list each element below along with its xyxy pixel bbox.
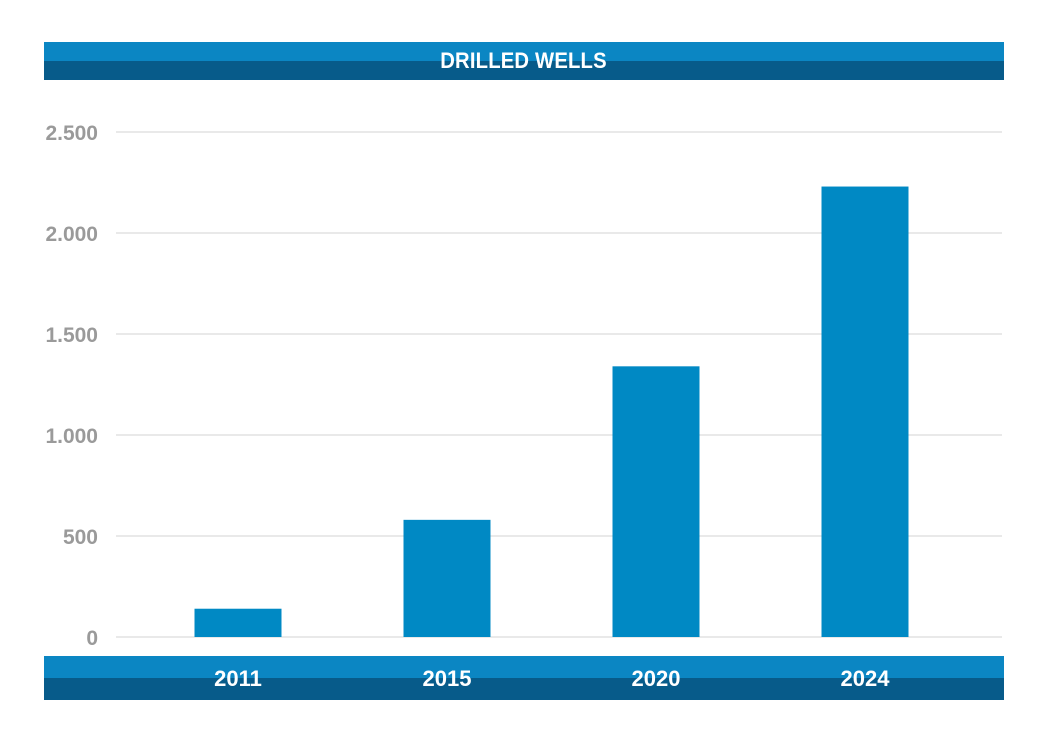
y-tick-label: 2.500 — [45, 122, 98, 145]
chart-title: DRILLED WELLS — [440, 48, 608, 73]
y-axis-ticks: 0 500 1.000 1.500 2.000 2.500 — [45, 122, 98, 650]
y-tick-label: 2.000 — [45, 223, 98, 246]
y-tick-label: 500 — [63, 526, 98, 549]
bars — [194, 186, 909, 638]
bar-2024 — [821, 186, 909, 638]
y-tick-label: 1.500 — [45, 324, 98, 347]
x-tick-label: 2020 — [632, 666, 681, 691]
x-tick-label: 2024 — [841, 666, 891, 691]
x-tick-label: 2015 — [423, 666, 472, 691]
y-tick-label: 1.000 — [45, 425, 98, 448]
bar-2020 — [612, 366, 700, 637]
x-axis-ticks: 2011 2015 2020 2024 — [214, 666, 890, 691]
y-tick-label: 0 — [86, 627, 98, 650]
bar-2015 — [403, 519, 491, 637]
x-tick-label: 2011 — [214, 666, 262, 691]
chart-title-bar: DRILLED WELLS — [44, 42, 1004, 80]
x-axis-bar — [44, 656, 1004, 700]
bar-2011 — [194, 608, 282, 637]
